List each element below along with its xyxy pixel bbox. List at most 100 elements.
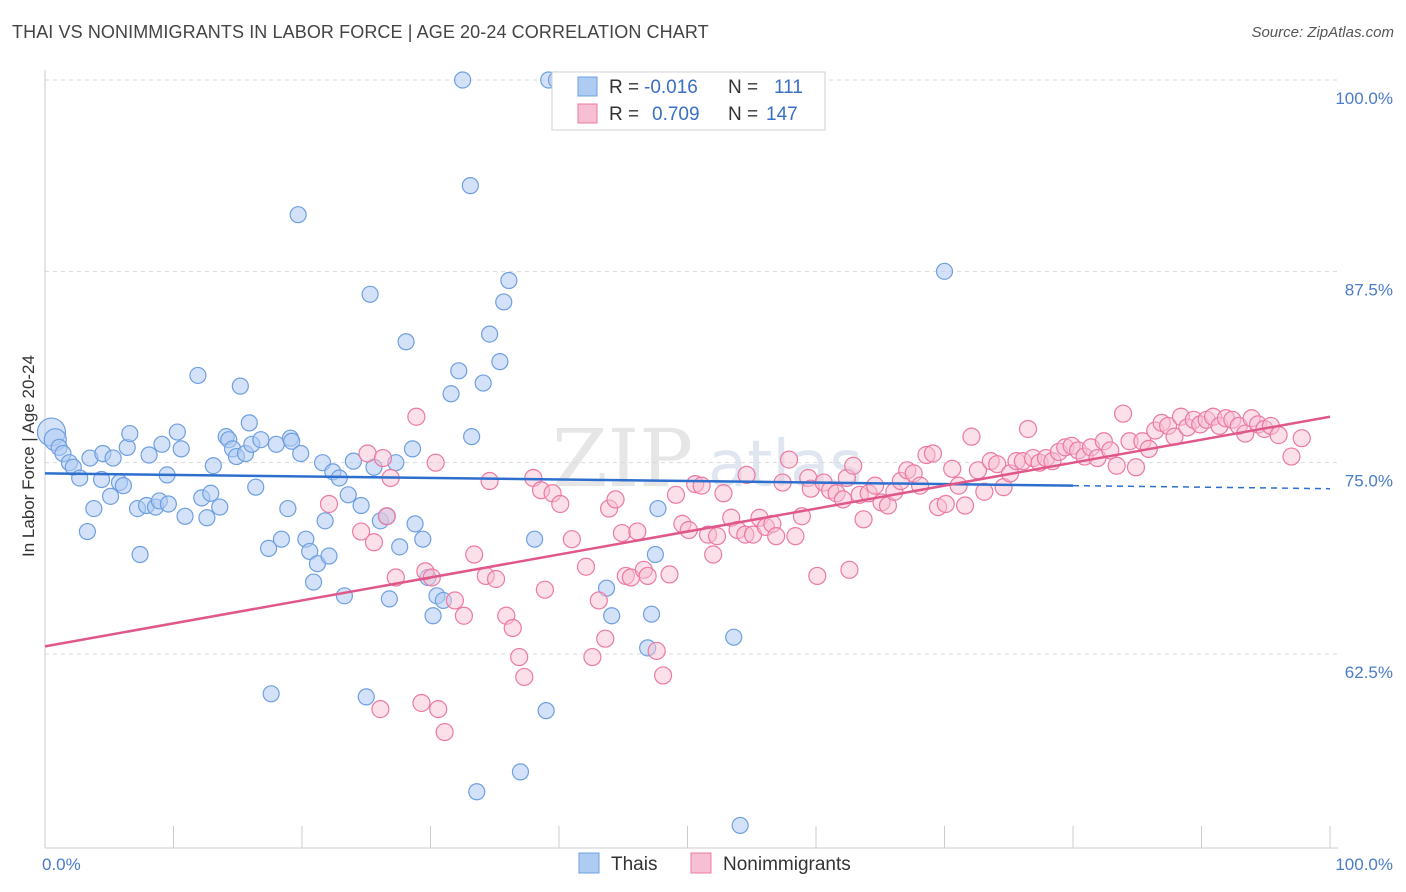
thais-point — [474, 374, 492, 392]
nonimmigrants-point — [435, 722, 454, 742]
nonimmigrants-point — [808, 566, 827, 586]
nonimmigrants-point — [412, 693, 431, 713]
thais-point — [352, 496, 370, 515]
nonimmigrants-point — [480, 471, 499, 491]
thais-point — [289, 206, 307, 224]
thais-r-label: R = — [609, 77, 639, 98]
y-tick-label: 62.5% — [1345, 663, 1393, 682]
nonimmigrants-point — [767, 527, 786, 546]
nonimmigrants-point — [628, 522, 647, 541]
thais-point — [176, 507, 194, 525]
thais-point — [114, 477, 132, 495]
thais-point — [202, 484, 220, 502]
nonimmigrants-point — [1126, 458, 1146, 477]
thais-point — [121, 424, 139, 443]
nonimmigrants-point — [714, 484, 733, 503]
thais-point — [537, 702, 555, 720]
thais-point — [403, 440, 422, 458]
nonimmigrants-point — [1107, 456, 1126, 475]
legend-thais-swatch — [578, 852, 600, 874]
chart-title: THAI VS NONIMMIGRANTS IN LABOR FORCE | A… — [12, 22, 709, 42]
thais-point — [495, 293, 513, 311]
thais-point — [603, 607, 621, 625]
legend: Thais Nonimmigrants — [578, 852, 851, 875]
nonimmigrants-point — [535, 580, 554, 599]
nonimmigrants-point — [949, 476, 968, 495]
thais-point — [198, 509, 216, 527]
thais-point — [525, 530, 544, 548]
nonimmigrants-point — [445, 591, 465, 610]
thais-point — [259, 539, 278, 557]
thais-point — [92, 470, 111, 489]
thais-point — [500, 271, 518, 290]
nonimmigrants-point — [576, 557, 596, 576]
thais-point — [247, 478, 265, 496]
thais-point — [272, 530, 291, 548]
thais-point — [71, 469, 89, 487]
nonimmigrants-point — [551, 494, 570, 514]
nonimmigrants-point — [1282, 447, 1301, 466]
thais-n-value: 111 — [774, 77, 803, 98]
nonimmigrants-point — [465, 545, 484, 564]
thais-point — [725, 628, 743, 646]
nonimmigrants-point — [943, 459, 962, 478]
trend-lines — [44, 415, 1331, 648]
nonimmigrants-point — [612, 523, 632, 543]
thais-point — [935, 262, 954, 280]
nonimmigrants-point — [454, 606, 474, 625]
thais-point — [168, 423, 186, 441]
nonimmigrants-point — [583, 647, 602, 667]
legend-thais-label: Thais — [611, 854, 657, 875]
thais-point — [131, 545, 149, 564]
nonimmigrants-point — [962, 427, 981, 446]
thais-point — [78, 522, 97, 541]
thais-point — [301, 542, 319, 561]
grid-lines — [45, 79, 1338, 655]
thais-point — [204, 457, 222, 475]
thais-point — [320, 547, 338, 565]
thais-point — [292, 444, 310, 463]
stats-box: R = -0.016 N = 111 R = 0.709 N = 147 — [551, 71, 826, 131]
y-tick-labels: 62.5% 75.0% 87.5% 100.0% — [1335, 89, 1393, 682]
thais-point — [304, 573, 323, 591]
thais-point — [731, 816, 749, 835]
thais-point — [101, 487, 120, 505]
thais-point — [380, 590, 398, 608]
y-tick-label: 87.5% — [1345, 280, 1393, 299]
thais-point — [511, 763, 530, 781]
thais-r-value: -0.016 — [644, 77, 698, 98]
thais-point — [85, 499, 103, 518]
nonimmigrants-point — [319, 494, 339, 514]
thais-point — [461, 177, 479, 195]
thais-point — [424, 607, 442, 625]
thais-point — [357, 688, 375, 706]
nonimmigrants-points — [319, 404, 1311, 742]
nonimmigrants-point — [1114, 404, 1133, 423]
thais-point — [153, 435, 171, 453]
x-tick-label-max: 100.0% — [1335, 855, 1393, 874]
thais-point — [344, 452, 362, 470]
nonimmigrants-point — [692, 476, 711, 495]
nonimmigrants-point — [510, 647, 529, 667]
thais-point — [450, 362, 468, 380]
x-tick-labels: 0.0% 100.0% — [42, 855, 1393, 874]
nonimmigrants-r-value: 0.709 — [652, 104, 700, 125]
nonimmigrants-point — [606, 490, 625, 509]
thais-point — [316, 512, 334, 530]
thais-point — [481, 325, 499, 343]
nonimmigrants-point — [786, 527, 805, 546]
y-axis-label: In Labor Force | Age 20-24 — [19, 355, 38, 557]
nonimmigrants-point — [660, 565, 679, 584]
thais-point — [361, 285, 379, 303]
thais-trend-line — [44, 472, 1074, 487]
y-tick-label: 100.0% — [1335, 89, 1393, 108]
chart-source: Source: ZipAtlas.com — [1251, 24, 1394, 41]
nonimmigrants-point — [1269, 426, 1288, 445]
nonimmigrants-point — [562, 530, 581, 549]
nonimmigrants-point — [975, 482, 994, 501]
nonimmigrants-point — [653, 666, 673, 685]
thais-point — [339, 486, 357, 504]
thais-point — [283, 432, 301, 450]
thais-point — [140, 446, 158, 464]
